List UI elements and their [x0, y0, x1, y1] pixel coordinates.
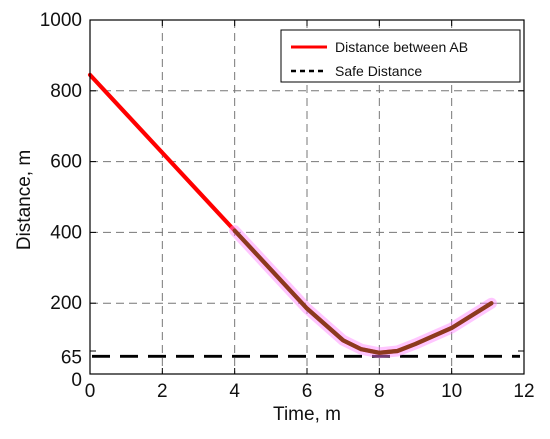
y-tick-label-1000: 1000	[40, 10, 82, 31]
y-tick-label-600: 600	[50, 152, 82, 173]
x-tick-label-0: 0	[85, 381, 96, 402]
y-tick-label-800: 800	[50, 81, 82, 102]
x-tick-label-8: 8	[374, 381, 385, 402]
x-tick-label-2: 2	[157, 381, 168, 402]
legend-label-distance-between-ab: Distance between AB	[335, 39, 468, 55]
y-tick-label-0: 0	[71, 370, 82, 391]
x-tick-label-10: 10	[441, 381, 462, 402]
distance-highlight-glow	[229, 225, 497, 359]
legend-box	[280, 29, 521, 83]
y-tick-label-200: 200	[50, 293, 82, 314]
legend: Distance between AB Safe Distance	[280, 29, 521, 83]
x-axis-label: Time, m	[273, 404, 341, 425]
x-tick-label-12: 12	[513, 381, 534, 402]
y-axis-label: Distance, m	[14, 150, 35, 250]
series-layer	[87, 72, 520, 359]
legend-label-safe-distance: Safe Distance	[335, 63, 422, 79]
y-tick-label-65: 65	[61, 347, 82, 368]
distance-between-ab-line	[87, 72, 494, 355]
y-tick-label-400: 400	[50, 222, 82, 243]
x-tick-label-6: 6	[302, 381, 313, 402]
axis-layer: 0 2 4 6 8 10 12 065 200 400 600 800 1000	[40, 10, 535, 402]
distance-highlight-line	[232, 228, 494, 355]
x-tick-label-4: 4	[229, 381, 240, 402]
